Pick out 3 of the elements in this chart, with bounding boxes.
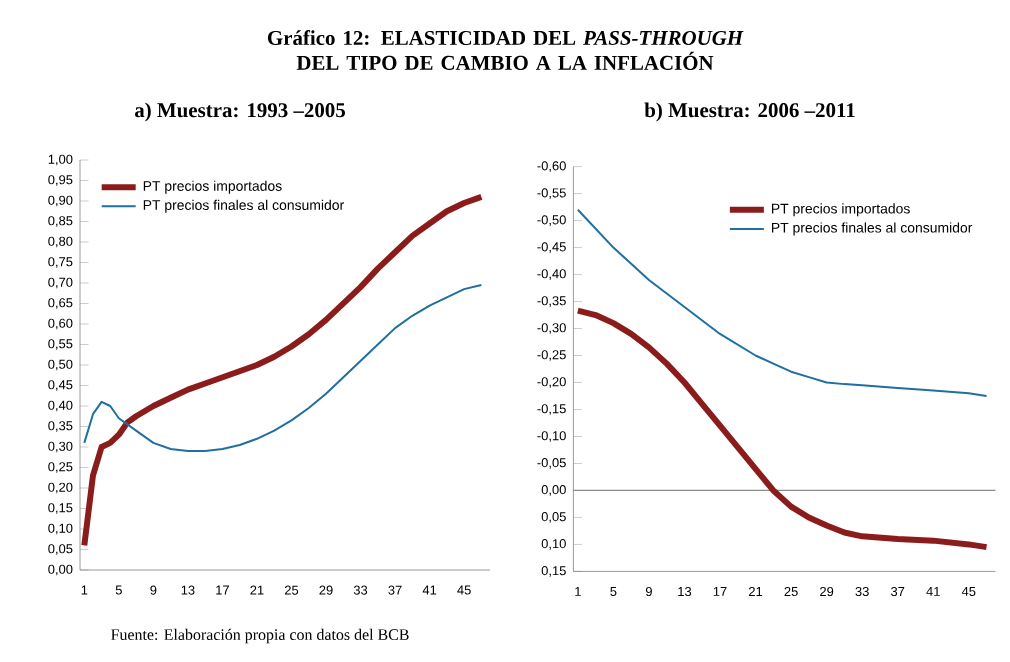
chart-title: Gráfico 12: ELASTICIDAD DEL PASS-THROUGH DEL TIPO DE CAMBIO A LA INFLACIÓN bbox=[267, 30, 744, 70]
chart-subtitle: a) Muestra: 1993 –2005 bbox=[134, 102, 345, 122]
chart-subtitle: b) Muestra: 2006 –2011 bbox=[644, 102, 855, 122]
